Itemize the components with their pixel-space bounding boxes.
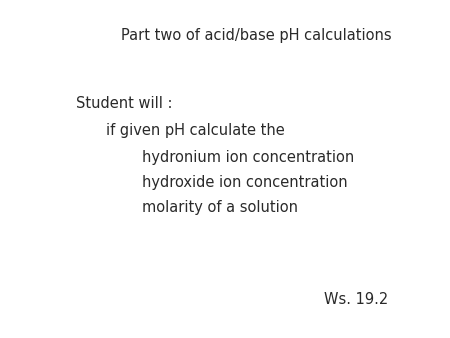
Text: Student will :: Student will : bbox=[76, 96, 173, 111]
Text: Ws. 19.2: Ws. 19.2 bbox=[324, 292, 388, 307]
Text: hydronium ion concentration: hydronium ion concentration bbox=[142, 150, 354, 165]
Text: Part two of acid/base pH calculations: Part two of acid/base pH calculations bbox=[121, 28, 392, 43]
Text: molarity of a solution: molarity of a solution bbox=[142, 200, 298, 215]
Text: if given pH calculate the: if given pH calculate the bbox=[106, 123, 284, 138]
Text: hydroxide ion concentration: hydroxide ion concentration bbox=[142, 175, 347, 190]
